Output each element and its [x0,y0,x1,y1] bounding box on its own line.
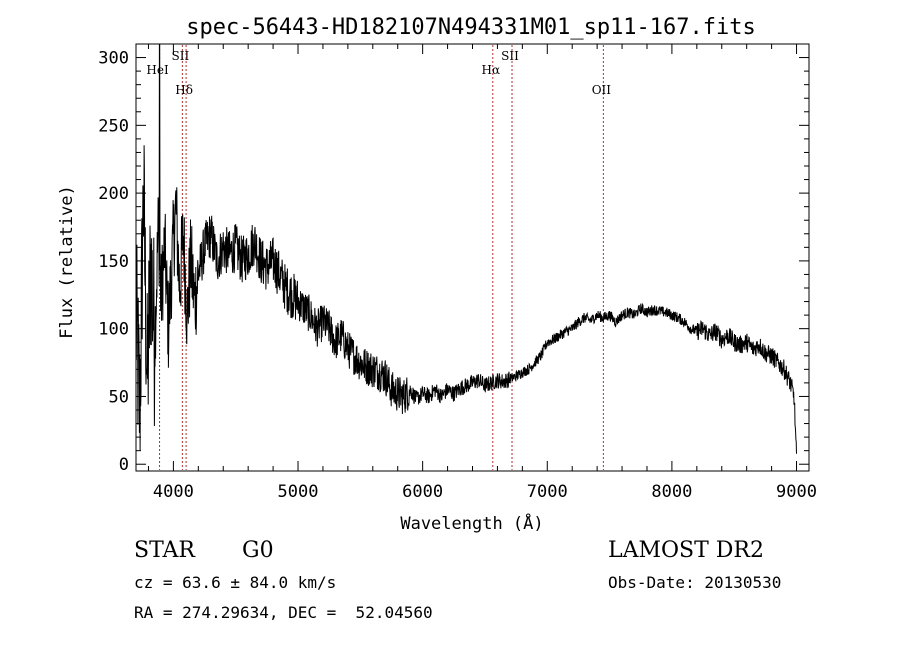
spectrum-line [135,43,797,454]
x-tick-label: 7000 [527,482,568,502]
chart-title: spec-56443-HD182107N494331M01_sp11-167.f… [186,15,756,40]
y-tick-label: 150 [98,252,129,272]
x-tick-label: 4000 [153,482,194,502]
spectral-line-label: Hδ [175,83,193,97]
redshift-velocity: cz = 63.6 ± 84.0 km/s [134,573,337,592]
spectral-line-label: HeI [146,63,169,77]
spectral-line-label: SII [172,49,190,63]
x-tick-label: 8000 [651,482,692,502]
y-tick-label: 50 [109,387,129,407]
plot-frame [135,43,810,472]
x-axis: 4000 5000 6000 7000 8000 9000 [147,44,817,502]
y-tick-label: 250 [98,116,129,136]
y-axis: 0 50 100 150 200 250 300 [98,43,809,475]
y-tick-label: 100 [98,320,129,340]
spectral-line-label: OII [592,83,612,97]
ra-dec-coordinates: RA = 274.29634, DEC = 52.04560 [134,603,433,622]
observation-date: Obs-Date: 20130530 [608,573,782,592]
y-tick-label: 300 [98,49,129,69]
spectral-line-label: Hα [482,63,501,77]
x-tick-label: 9000 [776,482,817,502]
survey-name: LAMOST DR2 [608,538,764,563]
y-tick-label: 0 [119,455,129,475]
x-tick-label: 5000 [278,482,319,502]
object-class: STAR [134,538,195,563]
x-tick-label: 6000 [402,482,443,502]
object-subclass: G0 [242,538,274,563]
y-axis-label: Flux (relative) [57,185,77,339]
x-axis-label: Wavelength (Å) [400,512,543,534]
spectral-line-label: SII [501,49,519,63]
y-tick-label: 200 [98,184,129,204]
